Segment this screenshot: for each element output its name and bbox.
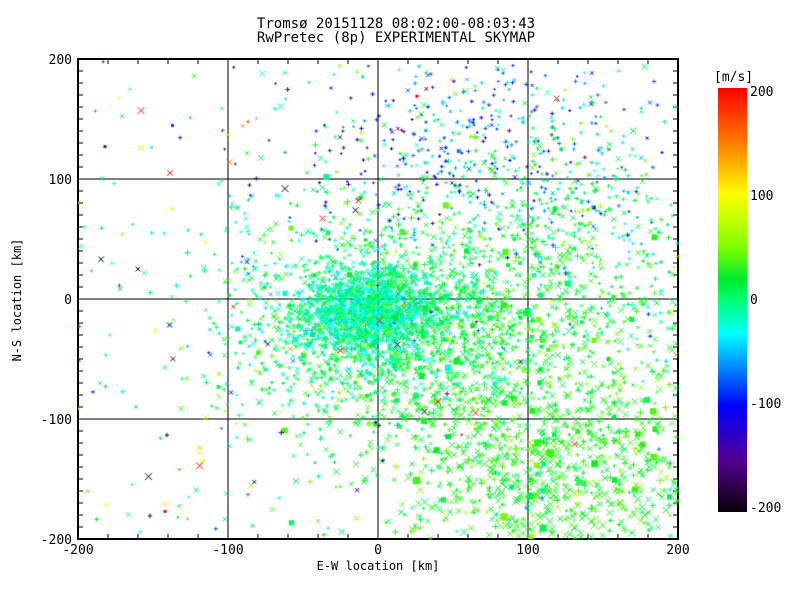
y-tick-label: 0 <box>64 293 72 308</box>
y-tick-label: -200 <box>40 533 72 548</box>
colorbar-tick-label: 200 <box>750 85 774 100</box>
x-tick-label: 200 <box>666 543 690 558</box>
y-tick-label: 100 <box>48 173 72 188</box>
chart-title: Tromsø 20151128 08:02:00-08:03:43 <box>256 16 536 32</box>
chart-subtitle: RwPretec (8p) EXPERIMENTAL SKYMAP <box>256 30 536 46</box>
x-axis-title: E-W location [km] <box>316 559 440 573</box>
y-tick-label: -100 <box>40 413 72 428</box>
y-tick-label: 200 <box>48 53 72 68</box>
x-tick-label: -200 <box>62 543 94 558</box>
y-axis-title: N-S location [km] <box>10 238 24 362</box>
scatter-points <box>78 59 679 540</box>
colorbar <box>718 88 747 512</box>
colorbar-tick-label: 100 <box>750 189 774 204</box>
x-tick-label: 0 <box>374 543 382 558</box>
figure-titles: Tromsø 20151128 08:02:00-08:03:43 RwPret… <box>0 17 792 45</box>
colorbar-tick-label: 0 <box>750 293 758 308</box>
x-tick-label: -100 <box>212 543 244 558</box>
x-tick-label: 100 <box>516 543 540 558</box>
colorbar-unit-label: [m/s] <box>714 70 754 85</box>
colorbar-tick-label: -100 <box>750 397 782 412</box>
colorbar-tick-label: -200 <box>750 501 782 516</box>
